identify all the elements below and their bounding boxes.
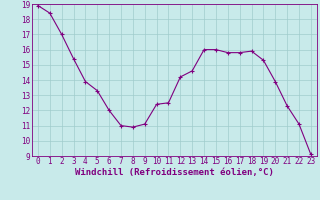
X-axis label: Windchill (Refroidissement éolien,°C): Windchill (Refroidissement éolien,°C): [75, 168, 274, 177]
